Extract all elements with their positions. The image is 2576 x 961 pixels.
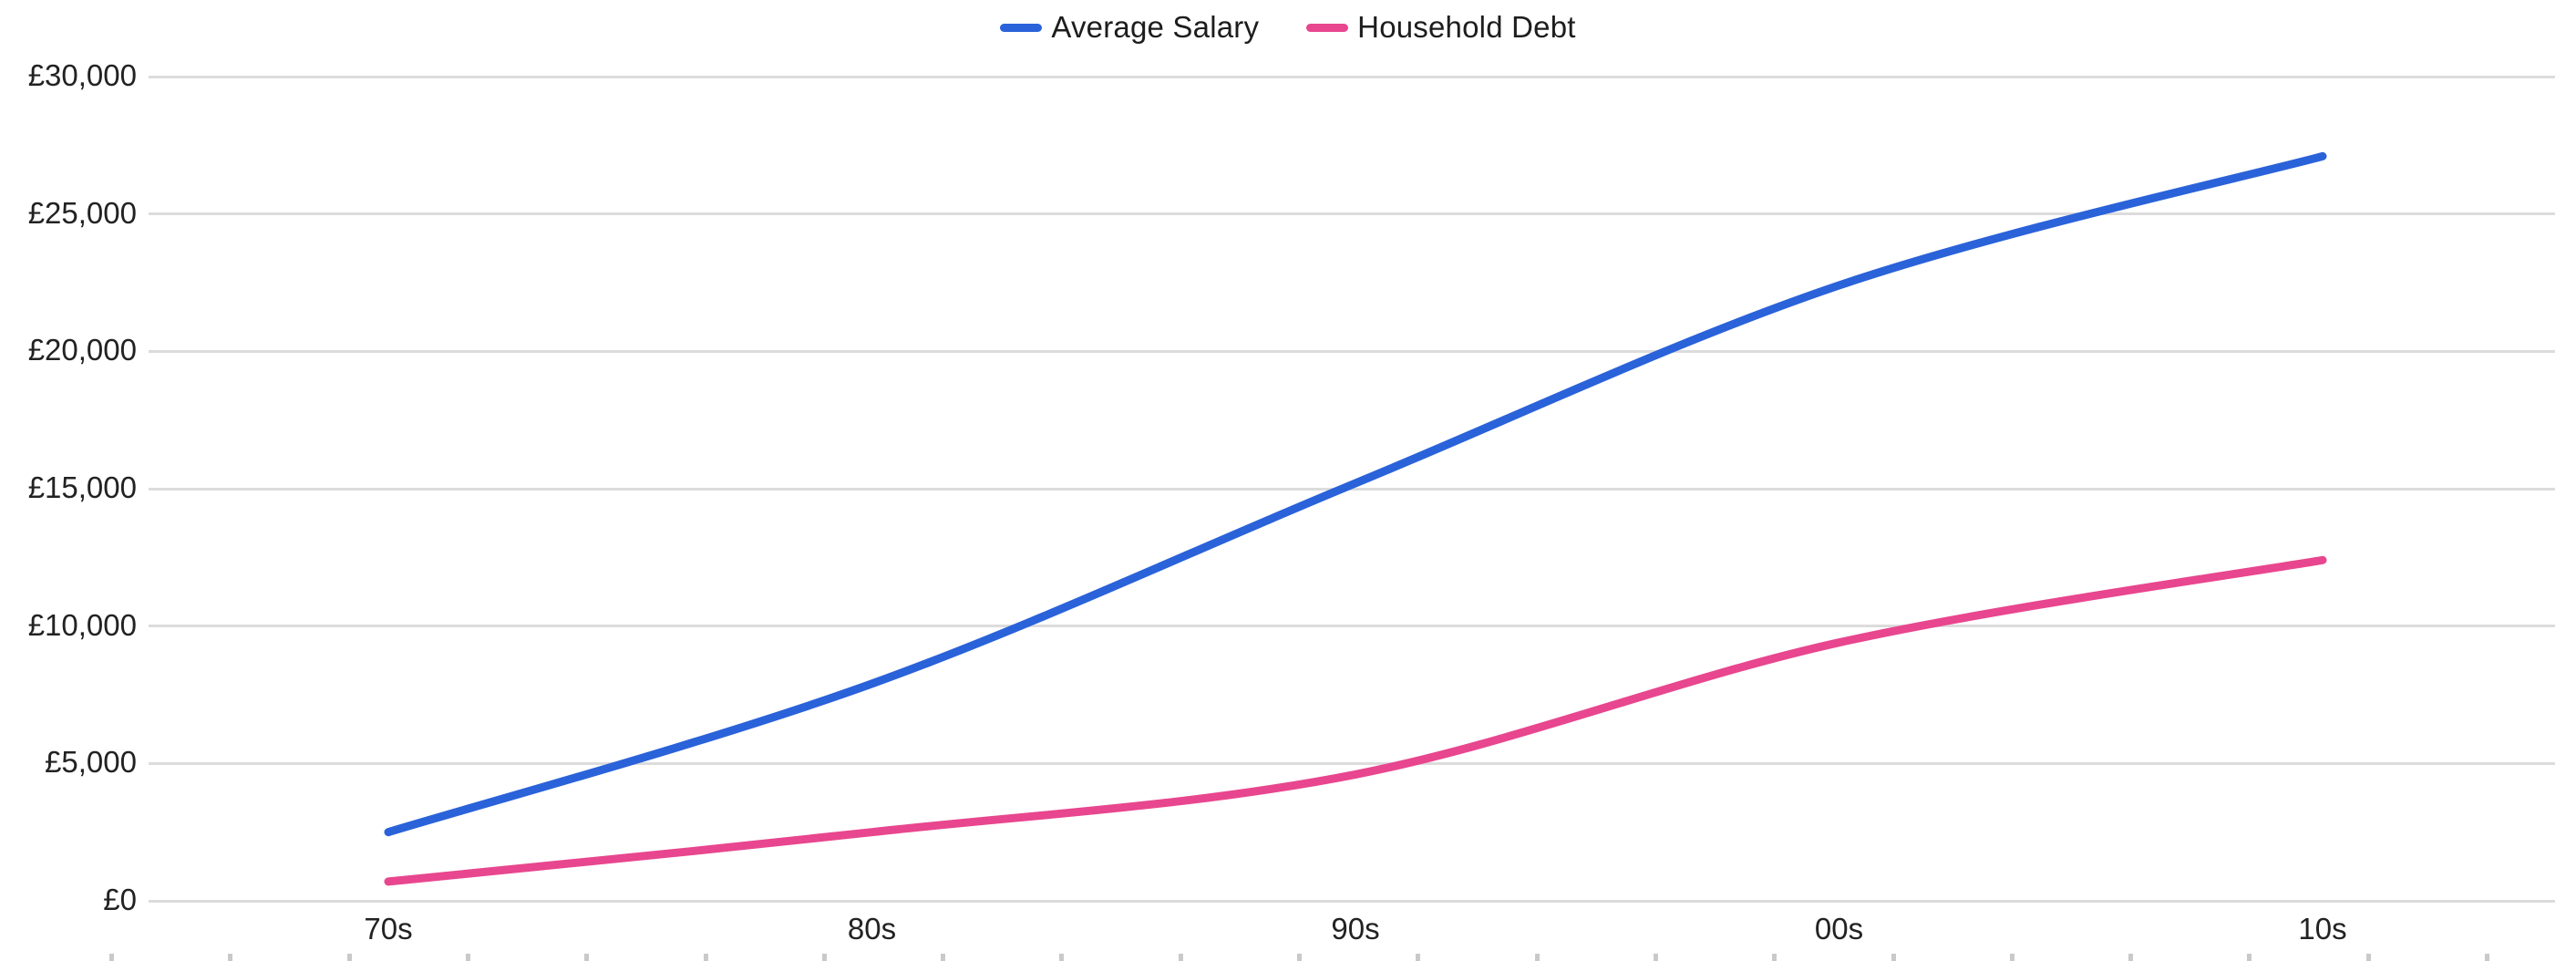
- y-axis-tick-label: £10,000: [27, 607, 137, 642]
- minor-tick-icon: [109, 954, 114, 961]
- minor-tick-icon: [228, 954, 233, 961]
- x-axis-tick-label: 80s: [847, 912, 897, 946]
- legend-label-household-debt: Household Debt: [1357, 10, 1576, 44]
- x-axis-tick-label: 90s: [1331, 912, 1380, 946]
- legend-swatch-average-salary-icon: [1000, 23, 1043, 32]
- minor-tick-icon: [2128, 954, 2134, 961]
- minor-tick-icon: [821, 954, 827, 961]
- minor-tick-icon: [1653, 954, 1658, 961]
- legend-item-household-debt[interactable]: Household Debt: [1306, 10, 1575, 45]
- gridline: [149, 899, 2555, 903]
- minor-tick-icon: [2365, 954, 2371, 961]
- y-axis-tick-label: £5,000: [45, 745, 137, 780]
- series-line-household-debt: [384, 555, 2327, 886]
- legend-item-average-salary[interactable]: Average Salary: [1000, 10, 1259, 45]
- legend-swatch-household-debt-icon: [1306, 23, 1349, 32]
- y-axis-tick-label: £30,000: [27, 58, 137, 92]
- minor-tick-icon: [1772, 954, 1777, 961]
- series-line-average-salary: [384, 151, 2327, 837]
- gridline: [149, 761, 2555, 765]
- minor-tick-icon: [2247, 954, 2252, 961]
- minor-tick-icon: [1178, 954, 1183, 961]
- minor-tick-icon: [346, 954, 352, 961]
- minor-tick-icon: [1534, 954, 1540, 961]
- minor-tick-icon: [2485, 954, 2489, 961]
- minor-tick-icon: [2009, 954, 2014, 961]
- gridline: [149, 75, 2555, 78]
- minor-tick-icon: [465, 954, 470, 961]
- gridline: [149, 625, 2555, 628]
- x-axis-tick-label: 10s: [2298, 912, 2347, 946]
- y-axis-tick-label: £20,000: [27, 333, 137, 367]
- minor-tick-icon: [703, 954, 708, 961]
- y-axis-tick-label: £15,000: [27, 470, 137, 504]
- chart-legend: Average Salary Household Debt: [0, 7, 2576, 47]
- legend-label-average-salary: Average Salary: [1051, 10, 1260, 44]
- minor-tick-icon: [1416, 954, 1421, 961]
- x-axis-tick-label: 70s: [364, 912, 413, 946]
- minor-tick-icon: [1891, 954, 1896, 961]
- minor-tick-icon: [941, 954, 946, 961]
- y-axis-tick-label: £25,000: [27, 195, 137, 230]
- gridline: [149, 212, 2555, 216]
- y-axis-tick-label: £0: [103, 883, 137, 916]
- minor-tick-icon: [584, 954, 590, 961]
- x-axis-tick-label: 00s: [1814, 912, 1864, 946]
- gridline: [149, 349, 2555, 353]
- minor-tick-icon: [1297, 954, 1302, 961]
- minor-tick-icon: [1059, 954, 1065, 961]
